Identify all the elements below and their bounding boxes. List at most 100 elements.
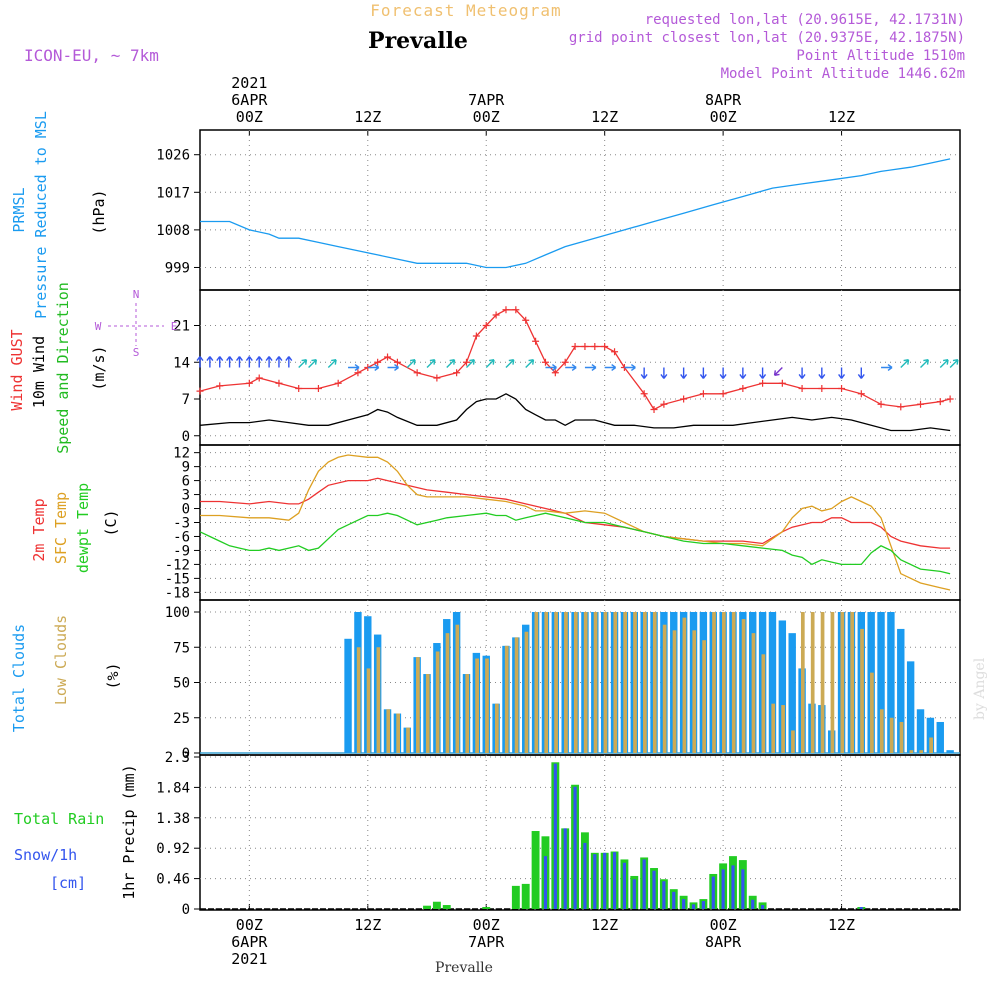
gust-marker <box>374 358 382 366</box>
y-tick-label: -9 <box>173 543 190 559</box>
y-tick-label: 75 <box>173 640 190 656</box>
wind-arrow <box>235 356 243 368</box>
y-tick-label: -15 <box>165 571 190 587</box>
gust-marker <box>482 322 490 329</box>
gust-marker <box>334 379 342 387</box>
low-cloud-bar <box>554 612 558 753</box>
y-tick-label: 14 <box>173 355 190 371</box>
wind-arrow <box>226 356 234 368</box>
wind-arrow <box>838 367 846 379</box>
rain-bar <box>511 885 520 909</box>
y-tick-label: 1026 <box>156 148 190 164</box>
wind-arrow <box>584 363 597 372</box>
low-cloud-bar <box>396 713 400 753</box>
low-cloud-bar <box>366 668 371 753</box>
gust-marker <box>798 385 806 392</box>
low-cloud-bar <box>860 628 864 753</box>
rain-bar <box>442 905 451 909</box>
snow-bar <box>583 842 587 909</box>
wind-arrow <box>275 356 283 368</box>
bottom-axis-label: 12Z <box>591 916 618 934</box>
wind-arrow <box>308 359 318 368</box>
wind-arrow <box>206 356 214 368</box>
pressure-label-2: Pressure Reduced to MSL <box>32 111 50 319</box>
snow-bar <box>612 852 617 909</box>
gust-marker <box>591 343 599 350</box>
y-tick-label: 1017 <box>156 185 190 201</box>
total-cloud-bar <box>788 633 796 753</box>
footer-location: Prevalle <box>435 960 493 976</box>
wind-arrow <box>857 367 865 379</box>
pressure-line <box>200 158 951 269</box>
location-title: Prevalle <box>368 28 468 54</box>
low-cloud-bar <box>544 612 549 753</box>
total-cloud-bar <box>897 628 905 753</box>
total-cloud-bar <box>946 750 954 753</box>
temperature-series <box>199 454 951 591</box>
wind-arrow <box>699 367 707 379</box>
y-tick-label: 3 <box>182 488 190 504</box>
low-cloud-bar <box>386 709 391 753</box>
gust-marker <box>433 374 441 382</box>
pressure-series <box>200 158 951 269</box>
gust-marker <box>601 343 609 350</box>
top-axis-label: 8APR <box>705 91 742 109</box>
temp-dew-label: dewpt Temp <box>74 483 92 573</box>
wind-arrow <box>798 367 806 379</box>
snow-bar <box>573 786 577 909</box>
temperature-grid <box>200 445 960 600</box>
wind-arrow <box>426 359 436 368</box>
gust-marker <box>462 358 470 366</box>
gust-marker <box>917 400 925 408</box>
y-tick-label: 9 <box>182 460 190 476</box>
low-cloud-bar <box>564 612 568 753</box>
y-tick-label: -3 <box>173 516 190 532</box>
wind-grid <box>200 290 960 445</box>
wind-y-ticks: 0 7 14 21 <box>173 319 200 445</box>
low-cloud-bar <box>840 612 845 753</box>
wind-arrow <box>640 367 648 379</box>
y-tick-label: 25 <box>173 711 190 727</box>
y-tick-label: 0 <box>182 429 190 445</box>
snow-bar <box>731 865 735 909</box>
pressure-units: (hPa) <box>90 189 108 234</box>
super-title: Forecast Meteogram <box>370 1 561 20</box>
gust-marker <box>354 369 362 377</box>
wind-10m-label: 10m Wind <box>30 336 48 408</box>
wind-arrow <box>406 359 416 368</box>
wind-panel: 0 7 14 21 Wind GUST 10m Wind Speed and Dire… <box>8 282 961 454</box>
total-clouds-label: Total Clouds <box>10 624 28 732</box>
wind-arrow <box>900 359 910 368</box>
snow-bar <box>701 901 705 909</box>
y-tick-label: 2.3 <box>165 750 190 766</box>
low-cloud-bar <box>722 612 726 753</box>
low-cloud-bar <box>485 658 489 753</box>
snow-bar <box>721 869 725 909</box>
snow-bar <box>682 899 686 909</box>
wind-arrow <box>446 359 456 368</box>
low-cloud-bar <box>514 637 519 753</box>
precip-grid <box>200 755 960 910</box>
y-tick-label: 6 <box>182 474 190 490</box>
low-cloud-bar <box>416 657 420 753</box>
low-cloud-bar <box>731 612 736 753</box>
temp-sfc-label: SFC Temp <box>52 492 70 564</box>
total-cloud-bar <box>936 721 944 753</box>
gust-marker <box>611 348 619 356</box>
low-cloud-bar <box>870 672 874 753</box>
total-cloud-bar <box>906 661 915 753</box>
low-cloud-bar <box>356 647 361 753</box>
wind-direction-arrows <box>196 356 959 379</box>
grid-point-coords: grid point closest lon,lat (20.9375E, 42… <box>569 30 965 46</box>
clouds-y-ticks: 0 25 50 75 100 <box>165 605 200 762</box>
gust-marker <box>739 385 747 392</box>
clouds-units: (%) <box>104 662 122 689</box>
wind-arrow <box>545 363 557 372</box>
top-axis-label: 00Z <box>473 108 500 126</box>
snow-bar <box>662 881 666 909</box>
low-cloud-bar <box>830 612 835 753</box>
model-label: ICON-EU, ~ 7km <box>24 46 159 65</box>
low-cloud-bar <box>751 633 756 753</box>
